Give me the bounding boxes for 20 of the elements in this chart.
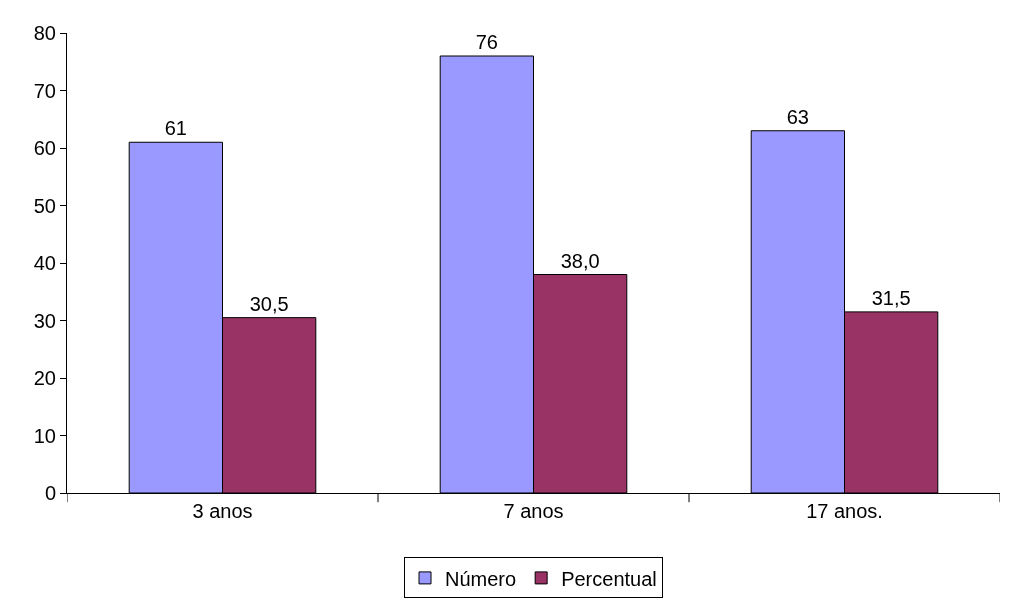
data-label: 30,5	[249, 292, 289, 315]
data-label: 63	[786, 105, 809, 128]
x-tick-label: 7 anos	[503, 500, 564, 522]
legend-label: Percentual	[561, 567, 657, 590]
y-tick-label: 0	[44, 482, 56, 504]
y-tick-label: 30	[33, 309, 56, 332]
y-tick-label: 60	[33, 137, 56, 159]
legend-label: Número	[445, 567, 517, 590]
data-label: 38,0	[560, 249, 600, 272]
y-tick-label: 80	[33, 22, 56, 44]
y-tick-label: 40	[33, 252, 56, 274]
data-label: 31,5	[871, 286, 911, 309]
data-label: 61	[164, 117, 187, 140]
data-label: 76	[475, 31, 498, 53]
x-tick-label: 3 anos	[192, 500, 253, 522]
y-tick-label: 50	[33, 194, 56, 217]
y-tick-label: 10	[33, 424, 56, 447]
x-tick-label: 17 anos.	[806, 500, 883, 522]
y-tick-label: 70	[33, 79, 56, 102]
y-tick-label: 20	[33, 367, 56, 389]
